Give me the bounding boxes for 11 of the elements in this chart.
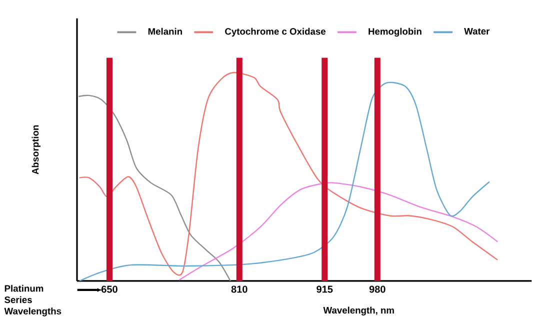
x-tick-label: 650	[102, 286, 118, 293]
text: Platinum Series Wavelengths	[4, 284, 62, 316]
legend-label: Cytochrome c Oxidase	[225, 28, 326, 37]
x-tick-label: 980	[369, 286, 386, 293]
y-axis-title: Absorption	[32, 125, 40, 174]
x-axis-title: Wavelength, nm	[323, 306, 394, 316]
legend-label: Water	[464, 28, 490, 35]
x-tick-label: 915	[316, 286, 333, 293]
legend-label: Hemoglobin	[368, 28, 422, 37]
legend-label: Melanin	[148, 28, 182, 35]
x-tick-label: 810	[231, 286, 248, 293]
